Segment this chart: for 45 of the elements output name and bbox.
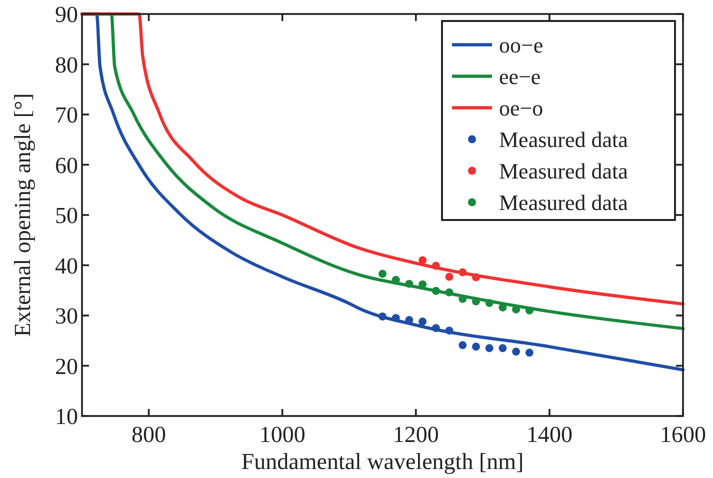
- legend-label: Measured data: [499, 126, 628, 152]
- point: [472, 273, 480, 282]
- x-tick-label: 800: [132, 422, 166, 447]
- point: [418, 318, 427, 326]
- point: [405, 280, 414, 288]
- point: [378, 270, 386, 278]
- y-tick-label: 10: [55, 404, 78, 430]
- legend-label: Measured data: [499, 158, 628, 184]
- y-axis-title: External opening angle [°]: [10, 93, 35, 337]
- point: [418, 280, 427, 288]
- x-tick-label: 1200: [392, 422, 439, 447]
- point: [432, 286, 440, 295]
- point: [418, 256, 427, 264]
- legend-label: Measured data: [499, 190, 628, 215]
- y-tick-label: 30: [55, 304, 78, 329]
- point: [498, 344, 507, 352]
- point: [378, 312, 386, 321]
- x-tick-label: 1000: [259, 422, 306, 447]
- y-tick-label: 40: [55, 253, 78, 278]
- y-tick-label: 80: [55, 52, 78, 78]
- point: [458, 268, 467, 276]
- point: [432, 262, 440, 270]
- x-tick-label: 1600: [660, 422, 706, 447]
- point: [445, 272, 454, 281]
- point: [512, 348, 520, 356]
- point: [445, 326, 454, 335]
- y-tick-label: 70: [55, 102, 78, 128]
- y-tick-label: 60: [55, 152, 78, 178]
- point: [525, 348, 534, 357]
- y-tick-label: 90: [55, 2, 78, 28]
- x-tick-label: 1400: [526, 422, 572, 447]
- point: [525, 306, 534, 314]
- legend-label: ee−e: [499, 64, 541, 89]
- y-tick-label: 20: [55, 354, 78, 379]
- point: [485, 298, 494, 307]
- point: [445, 288, 454, 296]
- point: [472, 342, 480, 351]
- legend-label: oo−e: [499, 32, 544, 58]
- legend-label: oe−o: [499, 95, 544, 120]
- y-tick-label: 50: [55, 203, 78, 228]
- point: [392, 314, 400, 322]
- point: [432, 324, 440, 332]
- point: [458, 341, 467, 350]
- x-axis-title: Fundamental wavelength [nm]: [241, 449, 524, 474]
- point: [485, 344, 494, 352]
